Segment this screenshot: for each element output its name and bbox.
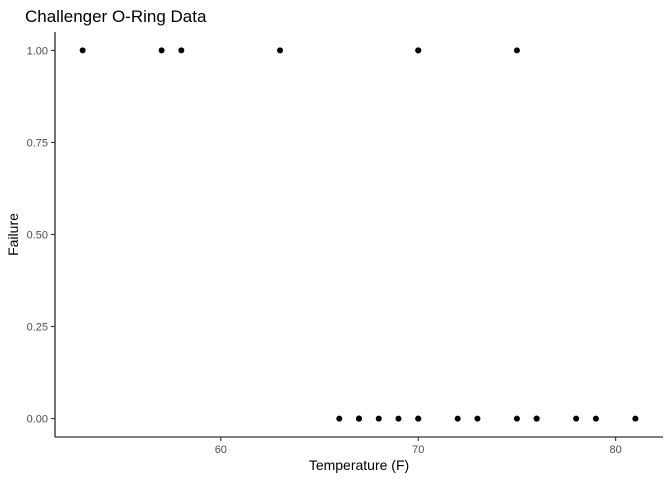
x-axis-ticks: 60 70 80 — [215, 437, 622, 456]
data-point — [513, 415, 520, 422]
y-axis-ticks: 0.00 0.25 0.50 0.75 1.00 — [27, 45, 55, 426]
y-tick-label: 0.00 — [27, 414, 48, 426]
data-point — [632, 415, 639, 422]
y-axis-title: Failure — [5, 213, 21, 256]
data-point — [573, 415, 580, 422]
data-point — [395, 415, 402, 422]
x-tick-label: 60 — [215, 444, 227, 456]
data-point — [415, 47, 422, 54]
data-point — [277, 47, 284, 54]
y-tick-label: 0.50 — [27, 230, 48, 242]
x-axis-title: Temperature (F) — [309, 457, 409, 473]
x-tick-label: 80 — [609, 444, 621, 456]
data-point — [533, 415, 540, 422]
data-point — [415, 415, 422, 422]
x-tick-label: 70 — [412, 444, 424, 456]
data-point — [474, 415, 481, 422]
data-point — [158, 47, 165, 54]
data-point — [178, 47, 185, 54]
data-point — [356, 415, 362, 422]
data-point — [513, 47, 520, 54]
y-tick-label: 1.00 — [27, 45, 48, 57]
data-point — [336, 415, 343, 422]
data-point — [375, 415, 382, 422]
y-tick-label: 0.25 — [27, 322, 48, 334]
data-point — [592, 415, 599, 422]
data-points — [79, 47, 639, 422]
data-point — [79, 47, 86, 54]
y-tick-label: 0.75 — [27, 137, 48, 149]
data-point — [454, 415, 461, 422]
chart-title: Challenger O-Ring Data — [25, 7, 207, 26]
plot-panel: 0.00 0.25 0.50 0.75 1.00 60 70 80 — [27, 32, 663, 456]
